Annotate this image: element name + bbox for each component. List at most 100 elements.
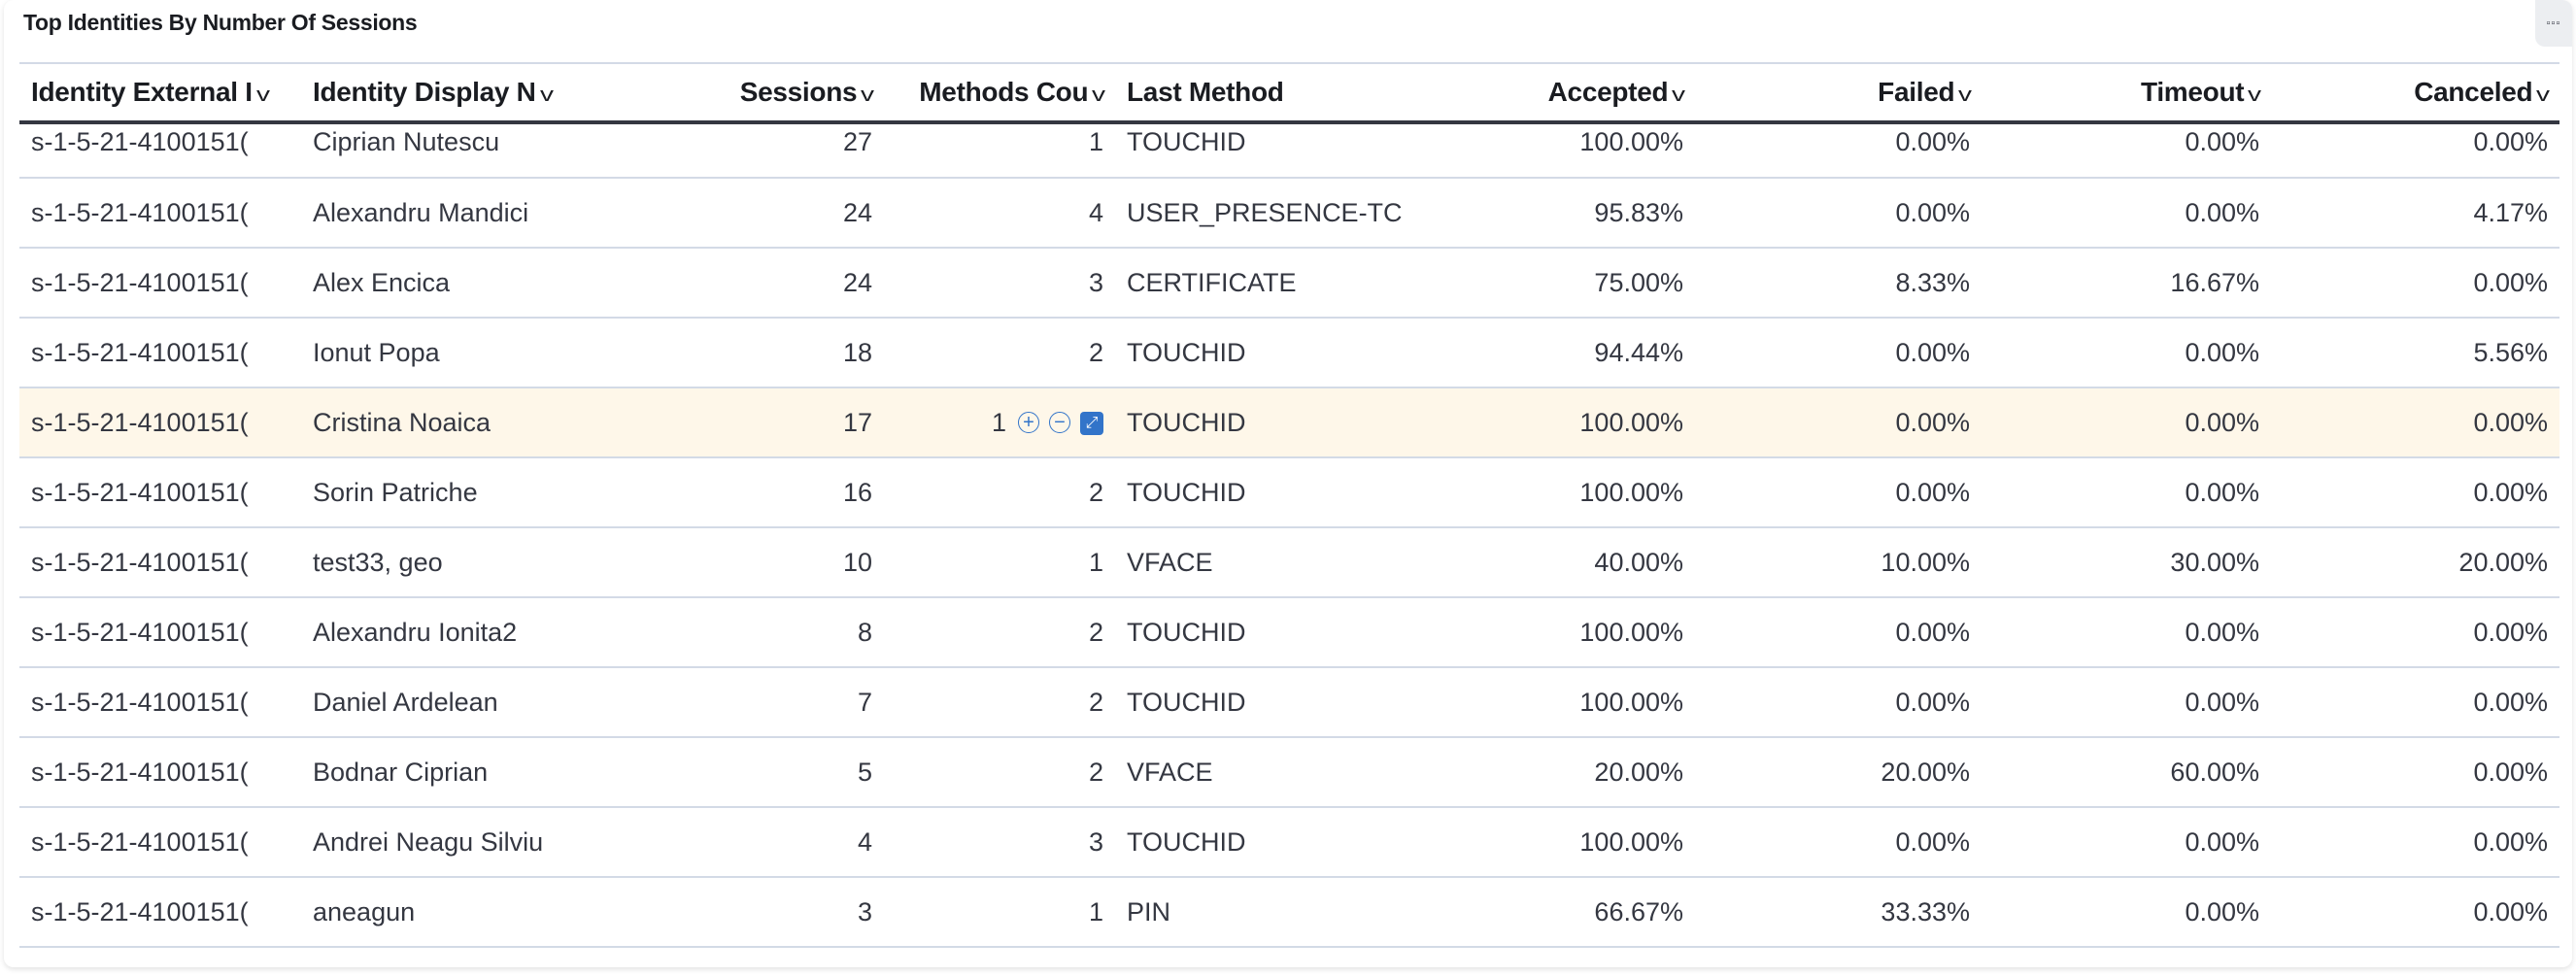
table-cell[interactable]: 0.00%: [1982, 597, 2271, 667]
table-row[interactable]: s-1-5-21-4100151(Alexandru Mandici 24 4 USE…: [19, 178, 2559, 248]
table-cell[interactable]: aneagun: [301, 877, 719, 947]
table-cell[interactable]: 17: [719, 387, 884, 457]
table-cell[interactable]: 20.00%: [1408, 737, 1695, 807]
table-cell[interactable]: 0.00%: [1982, 178, 2271, 248]
table-cell[interactable]: 1 + − ⤢: [884, 387, 1115, 457]
table-cell[interactable]: 0.00%: [1982, 877, 2271, 947]
table-cell[interactable]: 0.00%: [2271, 877, 2559, 947]
table-row[interactable]: s-1-5-21-4100151(Alex Encica 24 3 CERTIFICA…: [19, 248, 2559, 318]
table-cell[interactable]: 4: [884, 178, 1115, 248]
table-cell[interactable]: 0.00%: [2271, 667, 2559, 737]
table-cell[interactable]: 0.00%: [2271, 807, 2559, 877]
table-cell[interactable]: s-1-5-21-4100151(: [19, 877, 301, 947]
table-cell[interactable]: 100.00%: [1408, 387, 1695, 457]
table-cell[interactable]: 3: [884, 248, 1115, 318]
table-cell[interactable]: CERTIFICATE: [1115, 248, 1408, 318]
table-cell[interactable]: 18: [719, 318, 884, 387]
table-cell[interactable]: 4: [719, 807, 884, 877]
table-cell[interactable]: 2: [884, 737, 1115, 807]
table-cell[interactable]: s-1-5-21-4100151(: [19, 667, 301, 737]
table-cell[interactable]: 4.17%: [2271, 178, 2559, 248]
table-cell[interactable]: 0.00%: [1695, 387, 1982, 457]
table-cell[interactable]: 0.00%: [2271, 737, 2559, 807]
table-cell[interactable]: 1: [884, 527, 1115, 597]
table-cell[interactable]: TOUCHID: [1115, 667, 1408, 737]
table-cell[interactable]: 16.67%: [1982, 248, 2271, 318]
table-cell[interactable]: Alex Encica: [301, 248, 719, 318]
table-cell[interactable]: TOUCHID: [1115, 807, 1408, 877]
table-cell[interactable]: 0.00%: [1695, 597, 1982, 667]
table-cell[interactable]: 0.00%: [2271, 597, 2559, 667]
table-cell[interactable]: Alexandru Mandici: [301, 178, 719, 248]
chevron-down-icon[interactable]: v: [861, 84, 874, 106]
table-cell[interactable]: 24: [719, 178, 884, 248]
expand-cell-icon[interactable]: ⤢: [1080, 412, 1103, 436]
table-cell[interactable]: 33.33%: [1695, 877, 1982, 947]
chevron-down-icon[interactable]: v: [1958, 84, 1972, 106]
table-cell[interactable]: s-1-5-21-4100151(: [19, 597, 301, 667]
table-cell[interactable]: Alexandru Ionita2: [301, 597, 719, 667]
table-cell[interactable]: 2: [884, 597, 1115, 667]
table-cell[interactable]: 100.00%: [1408, 457, 1695, 527]
table-row[interactable]: s-1-5-21-4100151(Sorin Patriche 16 2 TOUCHI…: [19, 457, 2559, 527]
table-cell[interactable]: TOUCHID: [1115, 457, 1408, 527]
chevron-down-icon[interactable]: v: [1672, 84, 1685, 106]
table-cell[interactable]: 1: [884, 877, 1115, 947]
table-cell[interactable]: 100.00%: [1408, 121, 1695, 178]
table-cell[interactable]: VFACE: [1115, 527, 1408, 597]
table-cell[interactable]: 95.83%: [1408, 178, 1695, 248]
filter-out-value-icon[interactable]: −: [1049, 412, 1070, 434]
table-cell[interactable]: 2: [884, 318, 1115, 387]
table-cell[interactable]: 66.67%: [1408, 877, 1695, 947]
table-cell[interactable]: Andrei Neagu Silviu: [301, 807, 719, 877]
chevron-down-icon[interactable]: v: [539, 84, 554, 106]
table-cell[interactable]: s-1-5-21-4100151(: [19, 527, 301, 597]
column-header[interactable]: Failed v: [1695, 63, 1982, 122]
table-cell[interactable]: 0.00%: [2271, 387, 2559, 457]
table-cell[interactable]: s-1-5-21-4100151(: [19, 737, 301, 807]
table-cell[interactable]: 0.00%: [1695, 121, 1982, 178]
table-cell[interactable]: Daniel Ardelean: [301, 667, 719, 737]
table-cell[interactable]: s-1-5-21-4100151(: [19, 178, 301, 248]
table-cell[interactable]: USER_PRESENCE-TC: [1115, 178, 1408, 248]
table-cell[interactable]: 0.00%: [1695, 178, 1982, 248]
table-cell[interactable]: 0.00%: [1982, 807, 2271, 877]
table-cell[interactable]: 2: [884, 667, 1115, 737]
column-header[interactable]: Methods Cou v: [884, 63, 1115, 122]
table-cell[interactable]: 0.00%: [1982, 667, 2271, 737]
table-row[interactable]: s-1-5-21-4100151(Daniel Ardelean 7 2 TOUCHI…: [19, 667, 2559, 737]
table-cell[interactable]: 94.44%: [1408, 318, 1695, 387]
table-cell[interactable]: s-1-5-21-4100151(: [19, 248, 301, 318]
table-row[interactable]: s-1-5-21-4100151(Ciprian Nutescu 27 1 TOUCH…: [19, 121, 2559, 178]
table-cell[interactable]: 0.00%: [1982, 121, 2271, 178]
table-cell[interactable]: 0.00%: [2271, 121, 2559, 178]
table-cell[interactable]: 100.00%: [1408, 597, 1695, 667]
table-cell[interactable]: 0.00%: [2271, 248, 2559, 318]
table-cell[interactable]: Bodnar Ciprian: [301, 737, 719, 807]
table-cell[interactable]: 3: [719, 877, 884, 947]
table-cell[interactable]: 20.00%: [2271, 527, 2559, 597]
table-cell[interactable]: Cristina Noaica: [301, 387, 719, 457]
table-cell[interactable]: s-1-5-21-4100151(: [19, 807, 301, 877]
table-cell[interactable]: TOUCHID: [1115, 121, 1408, 178]
table-cell[interactable]: TOUCHID: [1115, 387, 1408, 457]
column-header[interactable]: Sessions v: [719, 63, 884, 122]
options-dots-icon[interactable]: ▫▫▫: [2535, 0, 2572, 47]
table-cell[interactable]: 0.00%: [1982, 457, 2271, 527]
table-cell[interactable]: 30.00%: [1982, 527, 2271, 597]
table-cell[interactable]: 0.00%: [2271, 457, 2559, 527]
table-body-scroll[interactable]: s-1-5-21-4100151(Ciprian Nutescu 27 1 TOUCH…: [19, 121, 2559, 948]
table-cell[interactable]: 24: [719, 248, 884, 318]
table-cell[interactable]: 27: [719, 121, 884, 178]
table-cell[interactable]: s-1-5-21-4100151(: [19, 457, 301, 527]
column-header[interactable]: Timeout v: [1982, 63, 2271, 122]
table-cell[interactable]: VFACE: [1115, 737, 1408, 807]
table-cell[interactable]: 100.00%: [1408, 807, 1695, 877]
table-cell[interactable]: 0.00%: [1695, 807, 1982, 877]
table-cell[interactable]: 75.00%: [1408, 248, 1695, 318]
table-cell[interactable]: 2: [884, 457, 1115, 527]
table-cell[interactable]: 7: [719, 667, 884, 737]
chevron-down-icon[interactable]: v: [1092, 84, 1105, 106]
